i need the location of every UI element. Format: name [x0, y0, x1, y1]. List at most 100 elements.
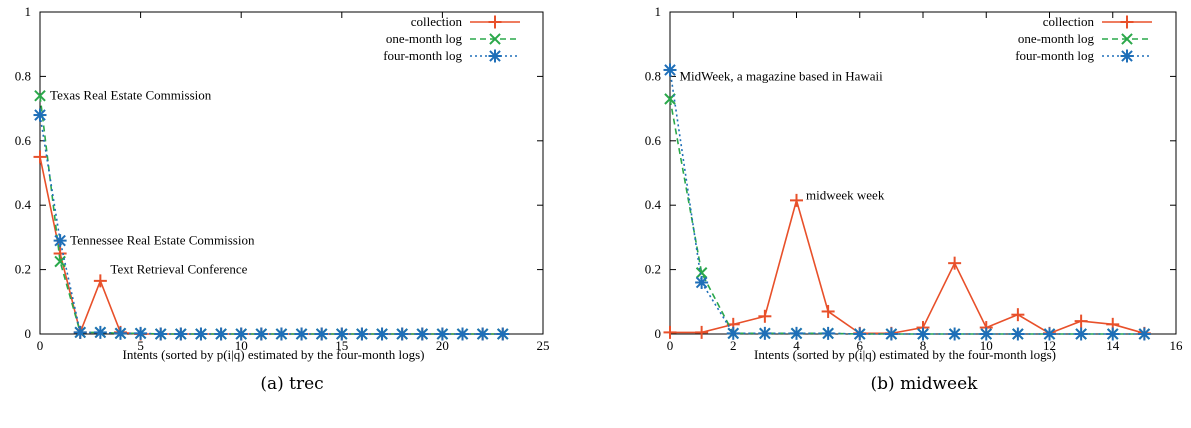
data-point-d2	[917, 328, 929, 340]
plot-frame	[669, 11, 1177, 335]
x-tick-label: 10	[980, 338, 993, 353]
y-tick-label: 0.2	[15, 262, 31, 277]
data-point-d2	[376, 328, 388, 340]
data-point-d2	[235, 328, 247, 340]
data-point-d2	[315, 328, 328, 340]
data-point-d2	[416, 328, 429, 340]
data-point-d2	[336, 328, 348, 340]
x-tick-label: 20	[436, 338, 449, 353]
y-tick-label: 1	[655, 4, 662, 19]
annotation: Texas Real Estate Commission	[50, 88, 212, 103]
data-point-d2	[74, 326, 87, 339]
x-axis-label: Intents (sorted by p(i|q) estimated by t…	[754, 347, 1056, 362]
annotation: Text Retrieval Conference	[110, 262, 247, 277]
data-point-d2	[396, 328, 408, 340]
x-tick-label: 14	[1106, 338, 1120, 353]
legend-label: collection	[411, 14, 463, 29]
x-tick-label: 5	[137, 338, 144, 353]
data-point-d2	[664, 64, 676, 76]
x-tick-label: 2	[730, 338, 737, 353]
data-point-d2	[54, 234, 66, 247]
data-point-d2	[114, 327, 127, 340]
data-point-d2	[695, 267, 708, 279]
panel-caption: (b) midweek	[871, 374, 979, 394]
data-point-d2	[822, 327, 834, 340]
data-point-d2	[790, 327, 803, 340]
data-point-d2	[1043, 328, 1056, 340]
legend-label: collection	[1043, 14, 1095, 29]
series-one-month-log	[34, 89, 509, 340]
data-point-d2	[175, 328, 187, 340]
series-one-month-log	[664, 93, 1151, 340]
series-line	[669, 98, 1145, 335]
data-point-d2	[1075, 328, 1087, 340]
data-point-d2	[1138, 328, 1151, 340]
y-tick-label: 0.6	[645, 133, 662, 148]
legend-marker-d2	[489, 50, 501, 62]
series-line	[670, 197, 1145, 335]
x-tick-label: 0	[37, 338, 44, 353]
data-point-d2	[885, 328, 898, 340]
data-point-d2	[436, 328, 449, 340]
x-tick-label: 6	[857, 338, 864, 353]
data-point-d2	[496, 328, 509, 340]
y-tick-label: 1	[25, 4, 32, 19]
data-point-d2	[94, 326, 107, 339]
data-point-d2	[195, 328, 207, 340]
data-point-d2	[759, 327, 771, 340]
series-four-month-log	[33, 108, 510, 341]
legend-label: one-month log	[386, 31, 463, 46]
data-point-d2	[295, 328, 308, 340]
annotation: Tennessee Real Estate Commission	[70, 233, 255, 248]
panel-caption: (a) trec	[260, 374, 323, 394]
x-tick-label: 10	[235, 338, 248, 353]
plot-frame	[39, 11, 544, 335]
y-tick-label: 0.4	[645, 197, 662, 212]
data-point-d2	[727, 327, 740, 340]
data-point-d2	[476, 328, 489, 340]
legend-marker-d2	[489, 33, 501, 45]
series-collection	[663, 193, 1151, 340]
series-four-month-log	[663, 63, 1151, 341]
data-point-d2	[695, 276, 708, 289]
x-tick-label: 0	[667, 338, 674, 353]
data-point-d2	[255, 328, 268, 340]
legend-marker-d2	[1121, 50, 1133, 62]
data-point-d2	[215, 328, 227, 340]
data-point-d2	[980, 328, 993, 340]
x-tick-label: 25	[537, 338, 550, 353]
series-line	[669, 69, 1145, 335]
legend-marker-d2	[1121, 33, 1133, 45]
y-tick-label: 0	[25, 326, 32, 341]
annotation: MidWeek, a magazine based in Hawaii	[679, 68, 883, 83]
x-tick-label: 15	[335, 338, 348, 353]
y-tick-label: 0.6	[15, 133, 32, 148]
data-point-d2	[134, 327, 147, 340]
data-point-d2	[456, 328, 469, 340]
y-tick-label: 0.8	[645, 68, 661, 83]
x-axis-label: Intents (sorted by p(i|q) estimated by t…	[122, 347, 424, 362]
legend-label: four-month log	[383, 48, 462, 63]
x-tick-label: 4	[793, 338, 800, 353]
y-tick-label: 0.4	[15, 197, 32, 212]
data-point-d2	[34, 109, 46, 121]
data-point-d2	[34, 89, 46, 102]
series-line	[39, 95, 503, 335]
data-point-d2	[275, 328, 288, 340]
data-point-d2	[356, 328, 368, 340]
legend-label: four-month log	[1015, 48, 1094, 63]
y-tick-label: 0	[655, 326, 662, 341]
y-tick-label: 0.2	[645, 262, 661, 277]
x-tick-label: 16	[1170, 338, 1184, 353]
x-tick-label: 12	[1043, 338, 1056, 353]
series-line	[39, 114, 503, 335]
data-point-d2	[154, 328, 167, 340]
data-point-d2	[1012, 328, 1024, 340]
x-tick-label: 8	[920, 338, 927, 353]
data-point-d2	[1106, 328, 1119, 340]
annotation: midweek week	[806, 188, 885, 203]
